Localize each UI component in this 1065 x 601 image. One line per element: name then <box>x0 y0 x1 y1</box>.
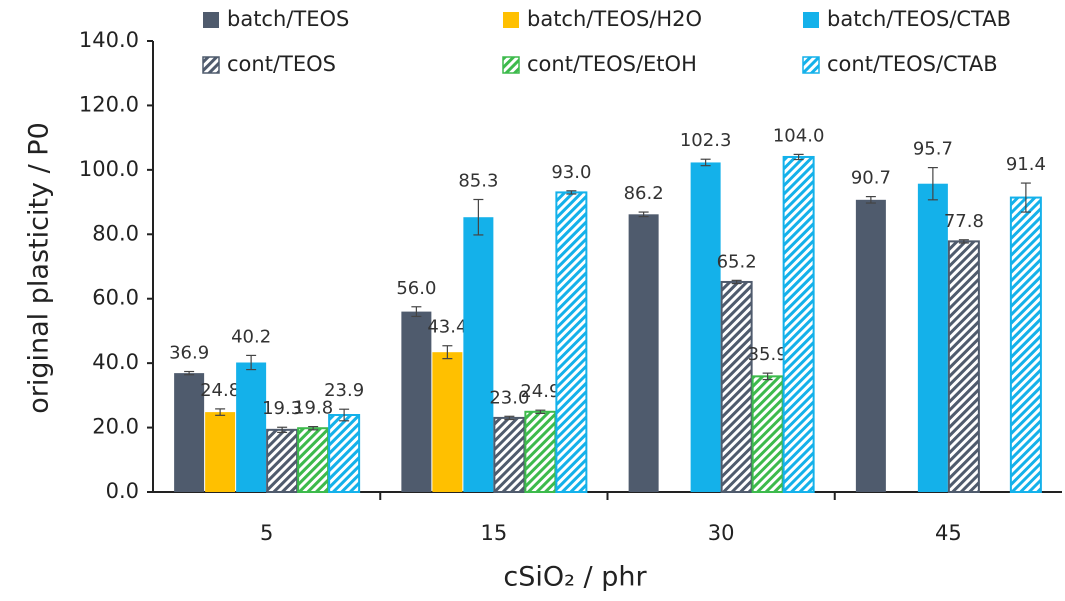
y-tick-label: 20.0 <box>92 415 139 439</box>
x-tick-label: 15 <box>481 521 508 545</box>
legend-swatch <box>503 12 519 28</box>
data-label: 95.7 <box>913 139 953 160</box>
bar <box>856 200 886 492</box>
bar <box>329 415 359 492</box>
data-label: 40.2 <box>231 326 271 347</box>
legend-swatch <box>503 57 519 73</box>
bar <box>463 217 493 492</box>
y-tick-label: 80.0 <box>92 221 139 245</box>
data-label: 104.0 <box>773 125 825 146</box>
y-tick-label: 140.0 <box>79 28 139 52</box>
y-tick-label: 120.0 <box>79 92 139 116</box>
bar <box>753 376 783 492</box>
data-label: 102.3 <box>680 130 732 151</box>
bar <box>205 412 235 492</box>
data-label: 36.9 <box>169 343 209 364</box>
legend-label: batch/TEOS <box>227 7 349 31</box>
bar <box>722 282 752 492</box>
data-label: 90.7 <box>851 168 891 189</box>
y-tick-label: 0.0 <box>106 479 139 503</box>
x-tick-label: 5 <box>260 521 273 545</box>
x-tick-label: 30 <box>708 521 735 545</box>
legend-label: batch/TEOS/H2O <box>527 7 702 31</box>
bar <box>401 312 431 492</box>
data-label: 56.0 <box>396 278 436 299</box>
legend-label: batch/TEOS/CTAB <box>827 7 1011 31</box>
bar <box>1011 198 1041 492</box>
bar <box>556 192 586 492</box>
data-label: 35.9 <box>748 344 788 365</box>
data-label: 85.3 <box>458 170 498 191</box>
legend-swatch <box>203 12 219 28</box>
bar <box>432 352 462 492</box>
legend-label: cont/TEOS/CTAB <box>827 52 998 76</box>
chart: cSiO₂ / phr original plasticity / P0 0.0… <box>0 0 1065 601</box>
data-label: 77.8 <box>944 211 984 232</box>
data-label: 24.8 <box>200 380 240 401</box>
data-label: 91.4 <box>1006 154 1046 175</box>
data-label: 93.0 <box>551 162 591 183</box>
bar <box>949 241 979 492</box>
bar <box>784 157 814 492</box>
legend-label: cont/TEOS <box>227 52 336 76</box>
legend-swatch <box>803 57 819 73</box>
x-axis-title: cSiO₂ / phr <box>503 562 647 593</box>
data-label: 65.2 <box>717 251 757 272</box>
data-label: 24.9 <box>520 381 560 402</box>
legend-swatch <box>203 57 219 73</box>
data-label: 86.2 <box>624 183 664 204</box>
bar <box>267 430 297 492</box>
bar <box>236 362 266 492</box>
legend-label: cont/TEOS/EtOH <box>527 52 697 76</box>
bar <box>525 412 555 492</box>
bar <box>494 418 524 492</box>
y-tick-label: 60.0 <box>92 286 139 310</box>
data-label: 43.4 <box>427 317 467 338</box>
legend-swatch <box>803 12 819 28</box>
y-tick-label: 100.0 <box>79 157 139 181</box>
bar <box>691 162 721 492</box>
bar <box>629 214 659 492</box>
y-tick-label: 40.0 <box>92 350 139 374</box>
bar <box>298 428 328 492</box>
data-label: 23.9 <box>324 380 364 401</box>
y-axis-title: original plasticity / P0 <box>24 122 55 413</box>
x-tick-label: 45 <box>935 521 962 545</box>
